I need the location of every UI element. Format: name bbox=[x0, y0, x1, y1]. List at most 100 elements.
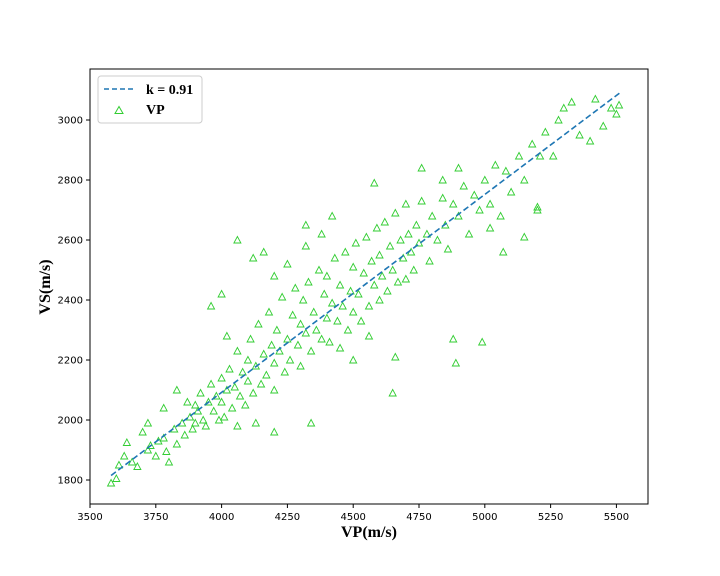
vp-point bbox=[222, 331, 232, 340]
vp-point bbox=[475, 205, 484, 214]
x-tick-label: 5000 bbox=[472, 512, 497, 523]
vp-point bbox=[343, 325, 353, 334]
vp-point bbox=[269, 271, 279, 280]
y-tick-label: 2000 bbox=[58, 416, 83, 427]
vp-point bbox=[212, 391, 221, 400]
vp-point bbox=[277, 292, 287, 301]
vp-point bbox=[322, 313, 332, 322]
vp-point bbox=[219, 412, 229, 421]
vp-point bbox=[185, 412, 195, 421]
vp-point bbox=[327, 298, 337, 307]
vp-point bbox=[391, 208, 400, 217]
vp-point bbox=[348, 307, 358, 316]
vp-point bbox=[496, 211, 505, 220]
vp-point bbox=[404, 229, 413, 238]
legend-vp-marker bbox=[114, 105, 124, 114]
vp-point bbox=[341, 247, 350, 256]
vp-point bbox=[267, 340, 276, 349]
y-tick-label: 2400 bbox=[58, 296, 83, 307]
vp-point bbox=[227, 403, 237, 412]
vp-point bbox=[251, 418, 261, 427]
x-tick-label: 4500 bbox=[340, 512, 365, 523]
vp-point bbox=[427, 211, 437, 220]
vp-point bbox=[377, 271, 387, 280]
vp-point bbox=[183, 397, 192, 406]
y-tick-label: 2200 bbox=[58, 356, 83, 367]
vp-point bbox=[448, 334, 458, 343]
vp-point bbox=[314, 265, 324, 274]
y-axis-ticks: 1800 2000 2200 2400 2600 2800 3000 bbox=[58, 116, 90, 487]
vp-point bbox=[198, 415, 208, 424]
vp-point bbox=[491, 160, 500, 169]
vp-point bbox=[367, 256, 376, 265]
vp-point bbox=[243, 355, 253, 364]
vp-point bbox=[285, 355, 295, 364]
vp-point bbox=[401, 274, 411, 283]
x-tick-label: 5250 bbox=[538, 512, 563, 523]
vp-point bbox=[106, 478, 116, 487]
fit-line-layer bbox=[110, 90, 623, 477]
vp-point bbox=[243, 376, 253, 385]
legend-vp-label: VP bbox=[146, 103, 165, 118]
x-tick-label: 4750 bbox=[406, 512, 431, 523]
vp-point bbox=[541, 127, 550, 136]
vp-point bbox=[425, 256, 434, 265]
vp-point bbox=[327, 211, 337, 220]
scatter-points bbox=[106, 94, 624, 487]
vp-point bbox=[217, 289, 226, 298]
vp-point bbox=[412, 220, 421, 229]
y-tick-label: 2800 bbox=[58, 176, 83, 187]
vp-point bbox=[535, 151, 545, 160]
vp-point bbox=[335, 343, 345, 352]
vp-point bbox=[256, 379, 266, 388]
vp-point bbox=[317, 334, 326, 343]
vp-point bbox=[338, 301, 347, 310]
vp-point bbox=[527, 139, 537, 148]
vp-point bbox=[388, 388, 397, 397]
vp-point bbox=[514, 151, 524, 160]
vp-point bbox=[372, 223, 382, 232]
vp-point bbox=[391, 352, 400, 361]
vp-point bbox=[520, 175, 529, 184]
vp-point bbox=[485, 199, 495, 208]
vp-point bbox=[143, 418, 153, 427]
vp-point bbox=[335, 280, 345, 289]
vp-point bbox=[451, 358, 461, 367]
vp-point bbox=[230, 382, 240, 391]
vp-point bbox=[533, 205, 542, 214]
vp-point bbox=[143, 445, 153, 454]
vp-point bbox=[480, 175, 490, 184]
vp-point bbox=[422, 229, 432, 238]
vp-point bbox=[280, 367, 290, 376]
vp-point bbox=[217, 397, 226, 406]
vp-point bbox=[269, 385, 279, 394]
legend-fit-line-label: k = 0.91 bbox=[146, 83, 193, 98]
vp-point bbox=[501, 166, 511, 175]
vp-point bbox=[599, 121, 608, 130]
vp-point bbox=[606, 103, 616, 112]
vp-point bbox=[114, 460, 124, 469]
vp-point bbox=[259, 349, 268, 358]
vp-point bbox=[259, 247, 268, 256]
vp-point bbox=[164, 457, 174, 466]
vp-point bbox=[151, 451, 161, 460]
vp-point bbox=[380, 217, 390, 226]
vp-point bbox=[298, 295, 308, 304]
vp-point bbox=[356, 316, 366, 325]
vp-point bbox=[351, 238, 361, 247]
vp-point bbox=[554, 115, 563, 124]
vp-point bbox=[359, 268, 368, 277]
vp-point bbox=[438, 193, 447, 202]
vp-point bbox=[575, 130, 584, 139]
vp-point bbox=[375, 250, 384, 259]
vp-point bbox=[498, 247, 508, 256]
legend-box bbox=[97, 75, 203, 124]
vp-point bbox=[264, 307, 274, 316]
vp-point bbox=[443, 244, 453, 253]
vp-point bbox=[122, 438, 132, 446]
vp-point bbox=[477, 337, 487, 346]
vp-point bbox=[180, 430, 190, 439]
plot-area bbox=[89, 68, 649, 505]
vp-point bbox=[567, 97, 576, 106]
vp-point bbox=[293, 340, 303, 349]
